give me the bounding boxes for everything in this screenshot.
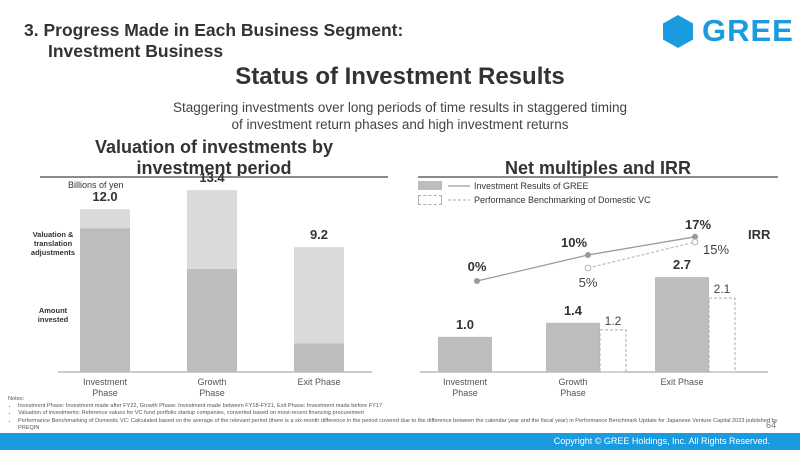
irr-label-benchmark: 5% [579,275,598,290]
irr-label-gree: 10% [561,235,587,250]
legend-bench-label: Performance Benchmarking of Domestic VC [474,195,651,205]
notes-heading: Notes: [8,396,25,402]
page-number: 64 [766,420,777,430]
bar-net-multiple-gree [655,277,709,372]
left-panel-divider [40,176,388,178]
bar-net-multiple-gree [438,336,492,372]
bar-valuation-adjustments [80,209,130,229]
irr-line-benchmark [587,241,696,269]
valuation-series-label: Valuation & translation adjustments [30,230,76,257]
irr-point-benchmark [584,264,592,272]
copyright: Copyright © GREE Holdings, Inc. All Righ… [553,436,770,446]
x-tick-label: Growth Phase [197,377,226,398]
left-panel-title-line1: Valuation of investments by [94,137,334,157]
irr-label: IRR [748,227,771,242]
hexagon-logo-icon [663,15,693,48]
x-tick-label: Investment Phase [443,377,488,398]
x-tick-label: Exit Phase [297,377,340,387]
bar-valuation-adjustments [187,190,237,269]
bar-amount-invested [187,268,237,372]
unit-label: Billions of yen [68,180,124,190]
bar-amount-invested [294,343,344,372]
main-title: Status of Investment Results [235,63,565,90]
footer-bar: Copyright © GREE Holdings, Inc. All Righ… [0,433,800,450]
x-tick-label: Growth Phase [558,377,587,398]
gree-multiple-label: 1.4 [564,303,583,318]
bar-total-label: 13.4 [199,170,225,185]
benchmark-multiple-label: 1.2 [605,314,622,328]
bar-amount-invested [80,228,130,372]
bar-net-multiple-benchmark [599,329,627,373]
irr-label-benchmark: 15% [703,242,729,257]
x-tick-label: Investment Phase [83,377,128,398]
benchmark-multiple-label: 2.1 [714,282,731,296]
note-item: Performance Benchmarking of Domestic VC:… [18,418,778,432]
section-title: 3. Progress Made in Each Business Segmen… [24,20,403,62]
note-item: Valuation of investments: Reference valu… [18,410,778,417]
gree-multiple-label: 1.0 [456,317,474,332]
section-title-line1: 3. Progress Made in Each Business Segmen… [24,20,404,40]
logo-text: GREE [702,13,794,48]
legend-bench-swatch [418,195,442,205]
irr-point-gree [474,278,480,284]
left-panel-title-line2: investment period [136,158,292,178]
legend-gree-label: Investment Results of GREE [474,181,589,191]
subtitle: Staggering investments over long periods… [0,99,800,133]
bar-valuation-adjustments [294,247,344,344]
gree-multiple-label: 2.7 [673,257,691,272]
legend-gree-swatch [418,181,442,190]
x-tick-label: Exit Phase [660,377,703,387]
subtitle-line1: Staggering investments over long periods… [173,100,627,115]
right-panel-title: Net multiples and IRR [504,158,692,178]
legend-lines-icon [448,185,470,201]
bar-total-label: 9.2 [310,227,328,242]
bar-net-multiple-gree [546,322,600,372]
bar-total-label: 12.0 [92,189,117,204]
amount-series-label: Amount invested [37,306,69,324]
section-title-line2: Investment Business [48,41,224,61]
irr-label-gree: 17% [685,217,711,232]
irr-label-gree: 0% [468,259,487,274]
irr-point-gree [692,233,698,240]
bar-net-multiple-benchmark [708,297,736,373]
subtitle-line2: of investment return phases and high inv… [231,117,569,132]
note-item: Investment Phase: Investment made after … [18,403,778,410]
notes: Notes: Investment Phase: Investment made… [8,396,778,432]
left-panel-title: Valuation of investments by investment p… [40,137,388,179]
gree-logo: GREE [660,13,794,48]
right-panel-divider [418,176,778,178]
irr-point-gree [585,252,591,258]
irr-point-benchmark [691,238,699,246]
